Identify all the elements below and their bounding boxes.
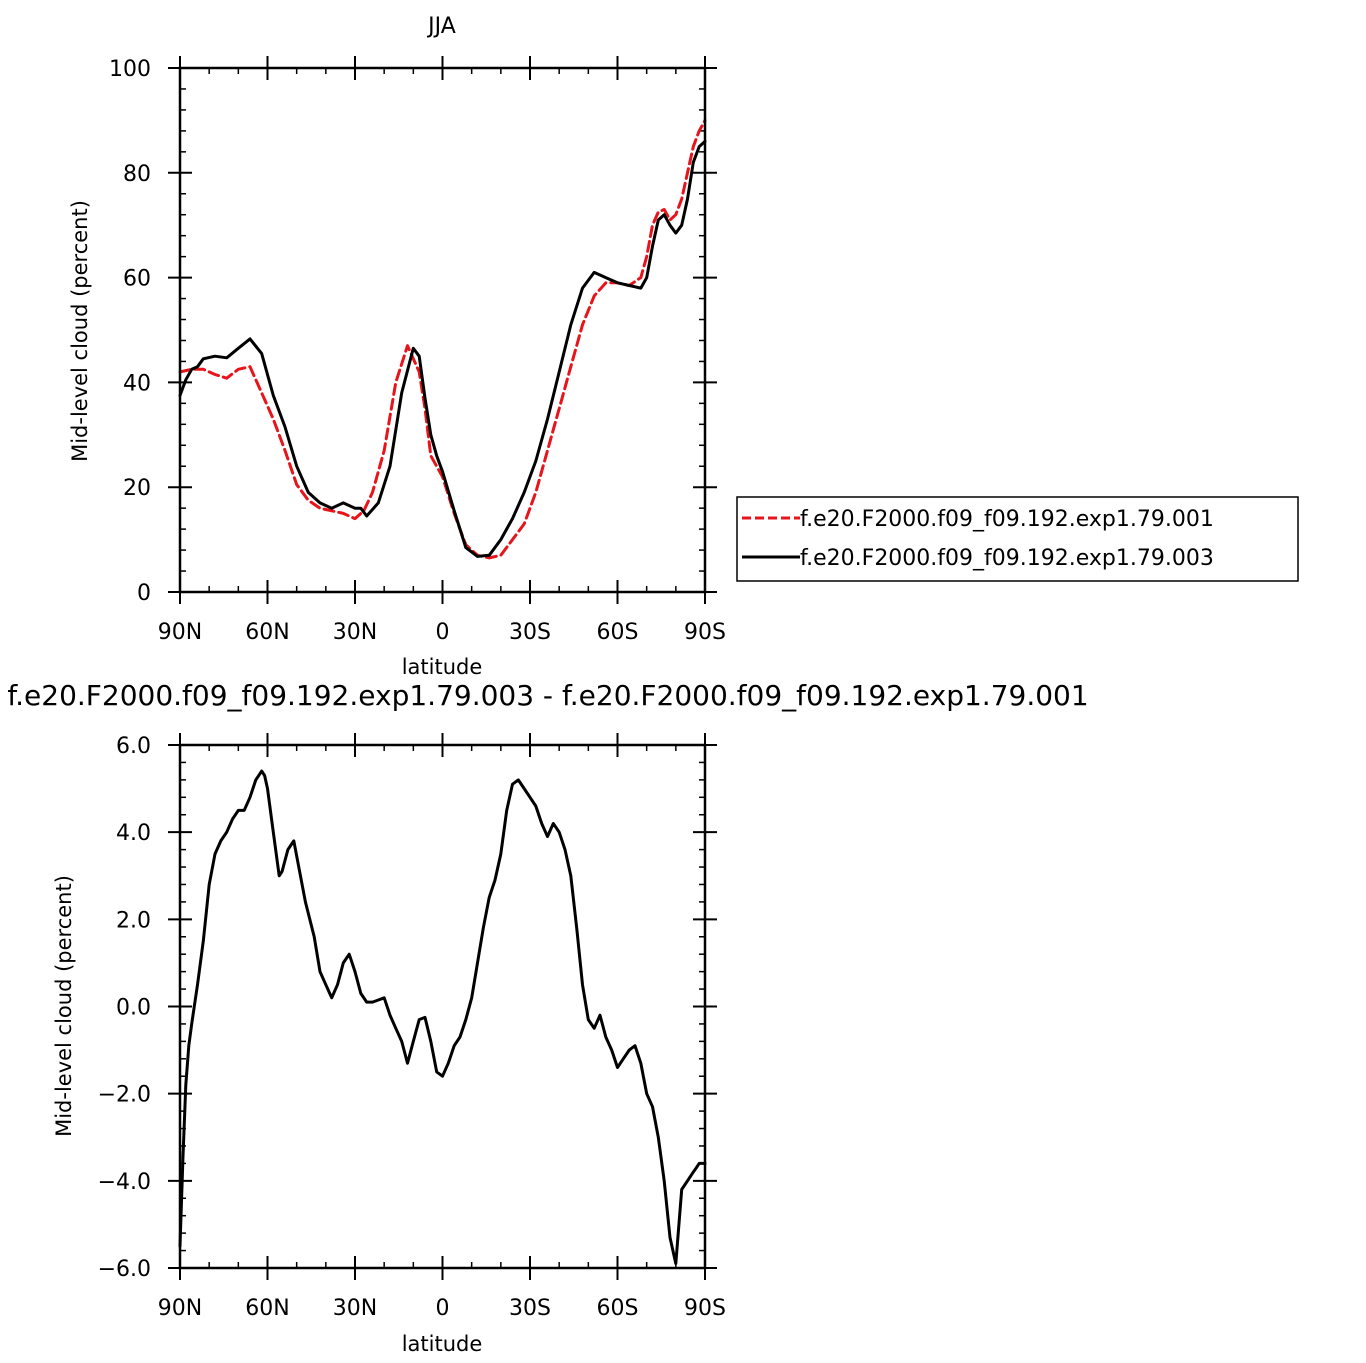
bottom-y-tick-label: 4.0 xyxy=(116,821,151,846)
bottom-tick-labels: 90N 60N 30N 0 30S 60S 90S −6.0 −4.0 −2.0 0.0 2.0 4.0… xyxy=(98,734,726,1321)
legend: f.e20.F2000.f09_f09.192.exp1.79.001 f.e2… xyxy=(736,496,1299,582)
bottom-x-tick-label: 90N xyxy=(158,1296,202,1321)
top-x-tick-label: 30N xyxy=(333,620,377,645)
top-y-tick-label: 20 xyxy=(123,476,151,501)
top-chart-title: JJA xyxy=(426,14,456,39)
bottom-y-tick-label: −2.0 xyxy=(98,1083,151,1108)
panel-bottom: f.e20.F2000.f09_f09.192.exp1.79.003 - f.… xyxy=(7,679,1088,1356)
legend-box xyxy=(736,496,1299,582)
bottom-x-tick-label: 90S xyxy=(684,1296,726,1321)
top-y-tick-label: 60 xyxy=(123,267,151,292)
bottom-chart-title: f.e20.F2000.f09_f09.192.exp1.79.003 - f.… xyxy=(7,679,1088,712)
bottom-axis-ticks xyxy=(168,733,717,1280)
top-x-tick-label: 30S xyxy=(509,620,551,645)
top-series-line-1 xyxy=(178,118,707,560)
bottom-y-tick-label: 2.0 xyxy=(116,908,151,933)
legend-label-series-1: f.e20.F2000.f09_f09.192.exp1.79.001 xyxy=(800,507,1214,532)
top-y-tick-label: 100 xyxy=(109,57,151,82)
top-x-tick-label: 60N xyxy=(245,620,289,645)
bottom-x-tick-label: 30S xyxy=(509,1296,551,1321)
bottom-y-tick-label: −6.0 xyxy=(98,1257,151,1282)
top-tick-labels: 90N 60N 30N 0 30S 60S 90S 0 20 40 60 80 100 xyxy=(109,57,726,645)
bottom-series-lines xyxy=(178,769,707,1266)
top-y-tick-label: 80 xyxy=(123,162,151,187)
top-axis-ticks xyxy=(168,56,717,604)
bottom-y-tick-label: −4.0 xyxy=(98,1170,151,1195)
bottom-x-tick-label: 30N xyxy=(333,1296,377,1321)
top-x-tick-label: 90N xyxy=(158,620,202,645)
top-x-axis-label: latitude xyxy=(402,655,483,679)
top-x-tick-label: 60S xyxy=(597,620,639,645)
bottom-x-axis-label: latitude xyxy=(402,1332,483,1356)
bottom-y-axis-label: Mid-level cloud (percent) xyxy=(52,875,76,1137)
top-x-tick-label: 0 xyxy=(436,620,450,645)
top-series-line-2 xyxy=(178,139,707,558)
top-y-tick-label: 0 xyxy=(137,581,151,606)
panel-top: JJA Mid-level cloud (percent) latitude 9… xyxy=(68,14,726,679)
top-y-axis-label: Mid-level cloud (percent) xyxy=(68,200,92,462)
bottom-x-tick-label: 60N xyxy=(245,1296,289,1321)
bottom-plot-frame xyxy=(178,743,707,1270)
bottom-y-tick-label: 6.0 xyxy=(116,734,151,759)
bottom-x-tick-label: 60S xyxy=(597,1296,639,1321)
top-x-tick-label: 90S xyxy=(684,620,726,645)
bottom-series-line-1 xyxy=(178,769,707,1266)
legend-label-series-2: f.e20.F2000.f09_f09.192.exp1.79.003 xyxy=(800,546,1214,571)
bottom-x-tick-label: 0 xyxy=(436,1296,450,1321)
bottom-y-tick-label: 0.0 xyxy=(116,996,151,1021)
top-plot-frame xyxy=(178,66,707,594)
top-series-lines xyxy=(178,118,707,560)
top-y-tick-label: 40 xyxy=(123,371,151,396)
